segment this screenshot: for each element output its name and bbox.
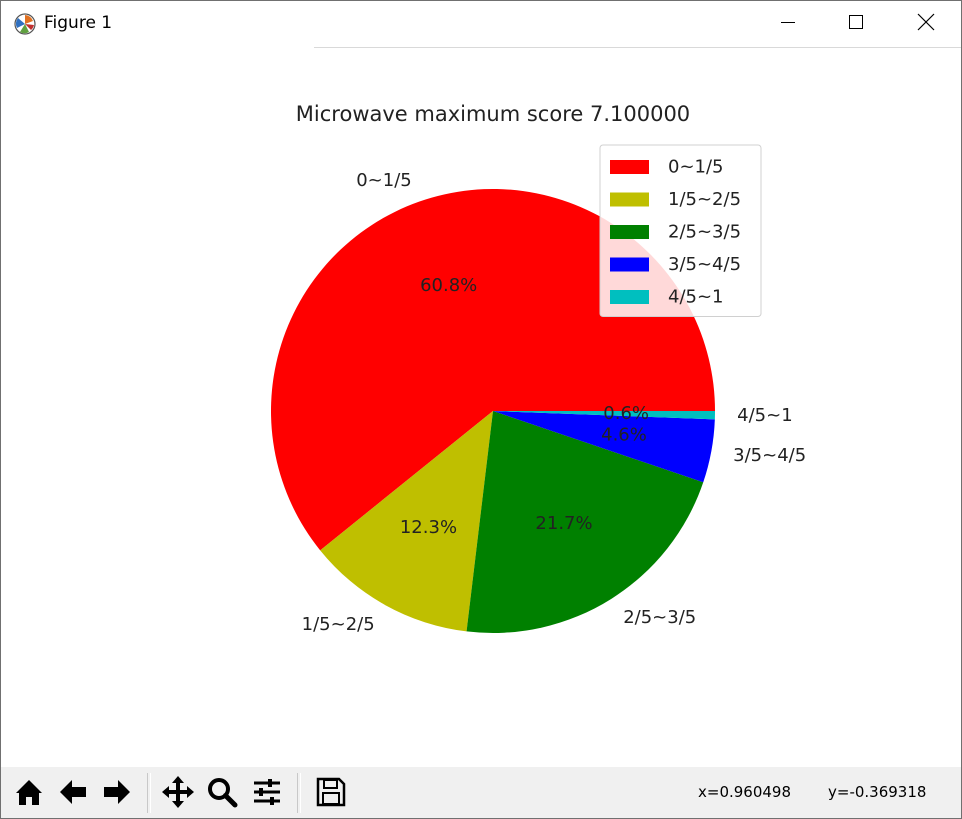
- legend-label: 2/5~3/5: [668, 222, 741, 243]
- chart-title: Microwave maximum score 7.100000: [296, 102, 690, 126]
- slice-category-label: 3/5~4/5: [733, 445, 806, 466]
- figure-canvas[interactable]: Microwave maximum score 7.100000 0~1/5 1/…: [1, 48, 961, 766]
- pan-button[interactable]: [157, 773, 199, 815]
- percent-labels: 60.8% 12.3% 21.7% 4.6%0.6%: [400, 275, 649, 538]
- slice-percent-label: 12.3%: [400, 517, 457, 538]
- y-coordinate-readout: y=-0.369318: [828, 783, 927, 801]
- category-labels: 0~1/5 1/5~2/5 2/5~3/5 3/5~4/5 4/5~1: [302, 170, 807, 635]
- legend-label: 4/5~1: [668, 287, 724, 308]
- toolbar-separator: [147, 773, 151, 813]
- legend: 0~1/5 1/5~2/5 2/5~3/5 3/5~4/5 4/5~1: [599, 144, 762, 317]
- configure-subplots-button[interactable]: [246, 773, 288, 815]
- legend-swatch: [610, 160, 649, 174]
- legend-swatch: [610, 290, 649, 304]
- matplotlib-icon: [13, 12, 37, 36]
- title-separator: [314, 47, 961, 48]
- zoom-button[interactable]: [201, 773, 243, 815]
- navigation-toolbar: x=0.960498 y=-0.369318: [1, 767, 961, 818]
- slice-category-label: 2/5~3/5: [623, 607, 696, 628]
- minimize-button[interactable]: [756, 1, 820, 47]
- slice-category-label: 4/5~1: [737, 405, 793, 426]
- legend-swatch: [610, 192, 649, 207]
- title-bar[interactable]: Figure 1: [1, 1, 961, 47]
- legend-label: 1/5~2/5: [668, 189, 741, 210]
- slice-category-label: 1/5~2/5: [302, 614, 375, 635]
- legend-box: [599, 144, 762, 317]
- pie-slice: [493, 411, 715, 483]
- pan-icon: [160, 774, 196, 814]
- slice-percent-label: 60.8%: [420, 275, 477, 296]
- legend-label: 3/5~4/5: [668, 254, 741, 275]
- configure-subplots-icon: [250, 775, 284, 813]
- window-title: Figure 1: [44, 13, 113, 33]
- save-icon: [314, 775, 348, 813]
- legend-swatch: [610, 225, 649, 239]
- minimize-icon: [780, 14, 796, 34]
- pie-slice: [320, 411, 493, 632]
- back-arrow-icon: [56, 775, 90, 813]
- home-icon: [12, 775, 46, 813]
- zoom-icon: [205, 775, 239, 813]
- legend-swatch: [610, 257, 649, 272]
- close-button[interactable]: [894, 1, 958, 47]
- pie-slice: [493, 411, 715, 420]
- forward-arrow-icon: [100, 775, 134, 813]
- slice-percent-label: 0.6%: [603, 403, 649, 424]
- legend-label: 0~1/5: [668, 157, 724, 178]
- forward-button[interactable]: [96, 773, 138, 815]
- home-button[interactable]: [8, 773, 50, 815]
- slice-percent-label: 4.6%: [601, 425, 647, 446]
- pie-slice: [466, 411, 704, 633]
- close-icon: [917, 13, 935, 35]
- save-button[interactable]: [310, 773, 352, 815]
- back-button[interactable]: [52, 773, 94, 815]
- slice-category-label: 0~1/5: [356, 170, 412, 191]
- x-coordinate-readout: x=0.960498: [698, 783, 792, 801]
- slice-percent-label: 21.7%: [535, 513, 592, 534]
- pie-chart: Microwave maximum score 7.100000 0~1/5 1/…: [271, 102, 807, 635]
- maximize-button[interactable]: [824, 1, 888, 47]
- maximize-icon: [848, 14, 864, 34]
- toolbar-separator: [297, 773, 301, 813]
